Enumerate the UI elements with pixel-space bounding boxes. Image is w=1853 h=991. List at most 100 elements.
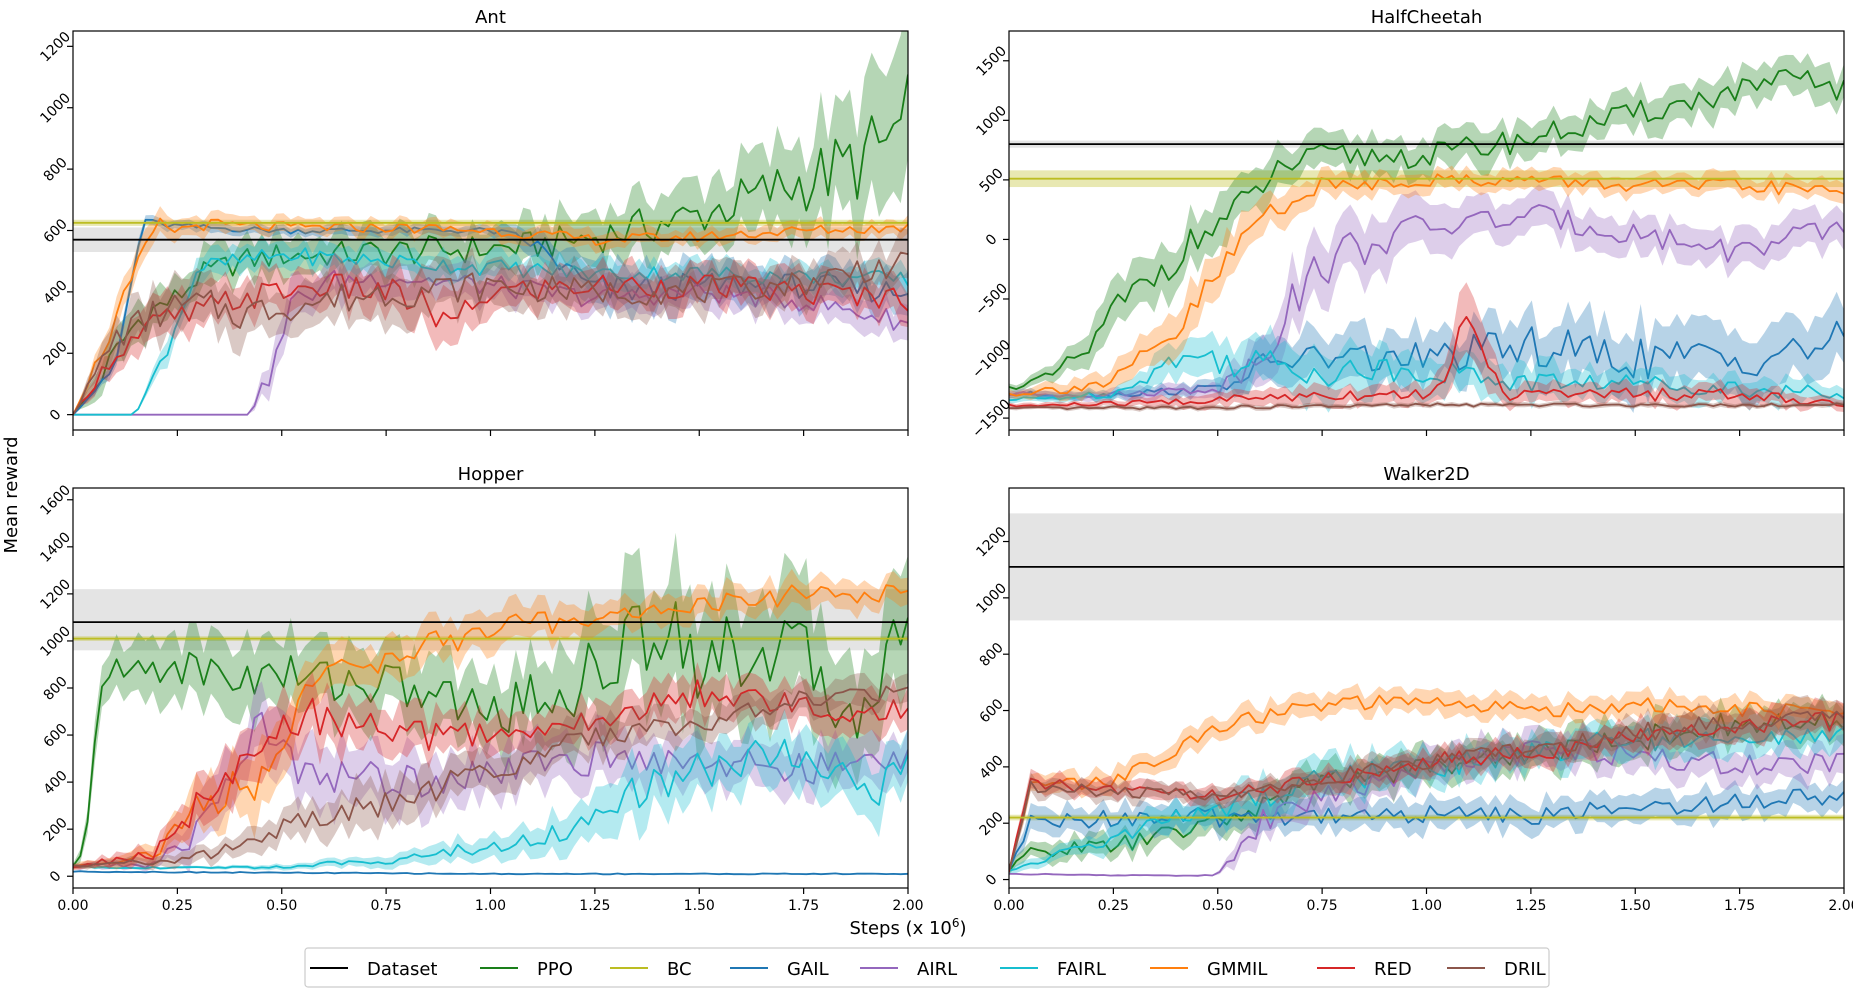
band-airl	[1009, 184, 1844, 403]
legend: Dataset PPO BC GAIL AIRL FAIRL GMMIL RED DRIL	[304, 947, 1550, 988]
legend-label: GMMIL	[1207, 959, 1267, 980]
x-axis-label: Steps (x 106)	[849, 916, 966, 939]
x-axis-label-exponent: 6	[952, 916, 960, 930]
x-tick-label: 1.00	[475, 898, 506, 914]
x-tick-label: 0.75	[1307, 898, 1338, 914]
x-tick-label: 1.25	[579, 898, 610, 914]
plot-area-walker2d	[1009, 513, 1844, 877]
band-red	[1009, 282, 1844, 412]
legend-item-airl: AIRL	[860, 959, 957, 980]
panel-title: Walker2D	[1383, 464, 1469, 485]
series-line-dril	[73, 251, 908, 416]
y-axis-label: Mean reward	[1, 436, 22, 553]
x-tick-label: 0.25	[162, 898, 193, 914]
x-tick-label: 1.75	[788, 898, 819, 914]
band-fairl	[73, 235, 908, 415]
legend-label: PPO	[537, 959, 573, 980]
legend-item-dril: DRIL	[1447, 959, 1546, 980]
legend-label: AIRL	[917, 959, 957, 980]
x-tick-label: 2.00	[892, 898, 923, 914]
legend-item-red: RED	[1317, 959, 1412, 980]
series-line-fairl	[73, 247, 908, 416]
legend-label: RED	[1374, 959, 1412, 980]
band-red	[1009, 697, 1844, 875]
x-tick-label: 1.50	[684, 898, 715, 914]
legend-frame	[304, 947, 1550, 988]
band-dril	[73, 672, 908, 871]
x-tick-label: 1.00	[1411, 898, 1442, 914]
x-tick-label: 0.75	[371, 898, 402, 914]
series-line-gmmil	[73, 217, 908, 416]
x-tick-label: 1.75	[1724, 898, 1755, 914]
plot-area-halfcheetah	[1009, 53, 1844, 413]
series-line-gail	[73, 218, 908, 416]
legend-item-bc: BC	[610, 959, 692, 980]
dataset-band	[73, 589, 908, 651]
x-axis-label-close: )	[960, 918, 967, 939]
band-dril	[1009, 695, 1844, 873]
x-axis-label-text: Steps (x 10	[849, 918, 951, 939]
legend-label: Dataset	[367, 959, 438, 980]
x-tick-label: 0.25	[1098, 898, 1129, 914]
legend-label: GAIL	[787, 959, 829, 980]
x-tick-label: 0.50	[266, 898, 297, 914]
band-red	[73, 662, 908, 870]
x-tick-label: 0.00	[993, 898, 1024, 914]
x-tick-label: 0.00	[57, 898, 88, 914]
x-tick-label: 2.00	[1828, 898, 1853, 914]
series-line-dril	[1009, 402, 1844, 411]
series-line-dril	[73, 685, 908, 868]
series-line-ppo	[1009, 69, 1844, 390]
band-airl	[73, 681, 908, 873]
series-line-red	[73, 679, 908, 869]
series-line-red	[1009, 316, 1844, 408]
x-tick-label: 1.25	[1515, 898, 1546, 914]
band-airl	[1009, 722, 1844, 877]
legend-item-gail: GAIL	[730, 959, 829, 980]
series-line-gail	[1009, 320, 1844, 398]
series-line-airl	[73, 269, 908, 416]
legend-label: FAIRL	[1057, 959, 1106, 980]
band-fairl	[1009, 712, 1844, 873]
series-line-airl	[73, 711, 908, 869]
legend-item-dataset: Dataset	[310, 959, 438, 980]
legend-item-fairl: FAIRL	[1000, 959, 1106, 980]
band-dril	[1009, 400, 1844, 412]
series-line-ppo	[73, 601, 908, 867]
band-gmmil	[1009, 165, 1844, 402]
series-line-gmmil	[1009, 173, 1844, 397]
panel-walker2d: 0.000.250.500.751.001.251.501.752.000200…	[973, 464, 1853, 914]
series-line-gmmil	[1009, 694, 1844, 871]
legend-label: DRIL	[1504, 959, 1546, 980]
x-tick-label: 1.50	[1620, 898, 1651, 914]
band-fairl	[73, 708, 908, 871]
series-line-fairl	[1009, 349, 1844, 402]
band-fairl	[1009, 324, 1844, 413]
legend-label: BC	[667, 959, 692, 980]
legend-item-gmmil: GMMIL	[1150, 959, 1267, 980]
series-line-airl	[1009, 740, 1844, 877]
band-gmmil	[73, 568, 908, 870]
subplot-panels: 020040060080010001200Ant−1500−1000−50005…	[37, 7, 1853, 914]
panel-title: HalfCheetah	[1371, 7, 1483, 28]
x-tick-label: 0.50	[1202, 898, 1233, 914]
band-ppo	[1009, 53, 1844, 393]
series-line-gail	[73, 870, 908, 876]
series-line-ppo	[73, 74, 908, 416]
band-ppo	[73, 532, 908, 869]
band-gail	[1009, 772, 1844, 873]
panel-title: Ant	[475, 7, 506, 28]
series-line-airl	[1009, 204, 1844, 398]
band-dril	[73, 227, 908, 415]
series-line-gail	[1009, 788, 1844, 871]
plot-area-ant	[73, 31, 908, 416]
panel-title: Hopper	[458, 464, 524, 485]
plot-area-hopper	[73, 532, 908, 876]
panel-hopper: 0.00 0.25 0.50 0.75 1.00 1.25 1.50 1.75 2.000200…	[37, 464, 923, 914]
legend-item-ppo: PPO	[480, 959, 573, 980]
series-line-dril	[1009, 710, 1844, 871]
band-airl	[73, 253, 908, 415]
